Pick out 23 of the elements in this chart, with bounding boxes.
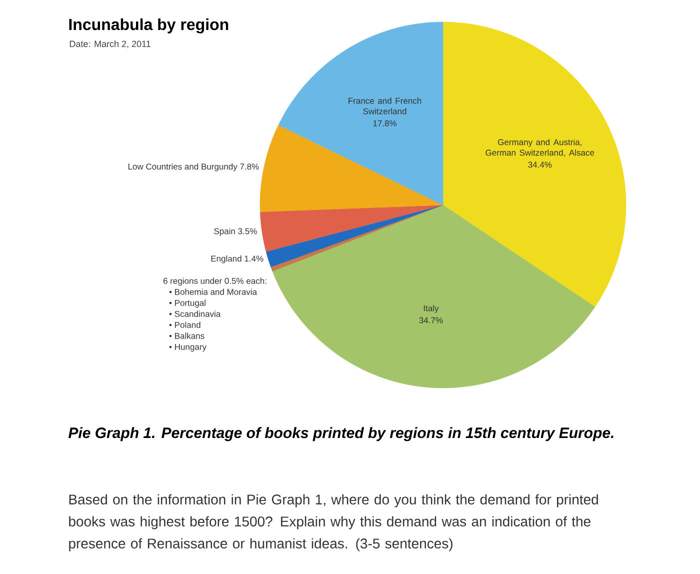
slice-label: Spain (214, 228, 235, 236)
text: Pie Graph 1. Percentage of books printed by regions in 15th century Europe. (68, 427, 614, 442)
text: • Hungary (169, 344, 206, 352)
text: 6 regions under 0.5% each: (163, 278, 266, 286)
slice-label: Germany and Austria, German Switzerland, Alsace (486, 138, 594, 157)
slice-label: England (211, 255, 242, 264)
slice-label: Italy (424, 305, 439, 313)
text: • Poland (169, 322, 200, 328)
text: • Scandinavia (169, 310, 221, 317)
text: • Portugal (169, 300, 206, 308)
data-label: 17.8% (373, 120, 397, 126)
slice-label: France and French Switzerland (348, 98, 422, 114)
chart-title: Incunabula by region (69, 18, 228, 34)
data-label: 34.4% (528, 162, 552, 168)
data-label: 1.4% (244, 256, 264, 262)
text: • Balkans (169, 332, 204, 339)
data-label: 34.7% (419, 317, 443, 324)
text: Date: March 2, 2011 (70, 40, 150, 48)
text: Based on the information in Pie Graph 1, where do you think the demand for printed books was highest before 1500? Explain why this demand was an indication of the presence of Renaissance or humanist ideas. (3-5 sentences) (69, 494, 598, 552)
data-label: 3.5% (238, 228, 257, 234)
text: • Bohemia and Moravia (169, 288, 258, 295)
data-label: 7.8% (240, 164, 259, 170)
slice-label: Low Countries and Burgundy (128, 163, 238, 172)
